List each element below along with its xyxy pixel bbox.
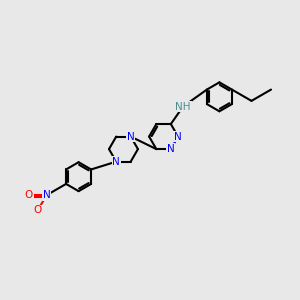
Text: N: N (167, 144, 175, 154)
Text: N: N (174, 132, 182, 142)
Text: O: O (34, 206, 42, 215)
Text: N: N (127, 132, 135, 142)
Text: NH: NH (175, 102, 191, 112)
Text: N: N (43, 190, 50, 200)
Text: N: N (112, 157, 120, 166)
Text: O: O (25, 190, 33, 200)
